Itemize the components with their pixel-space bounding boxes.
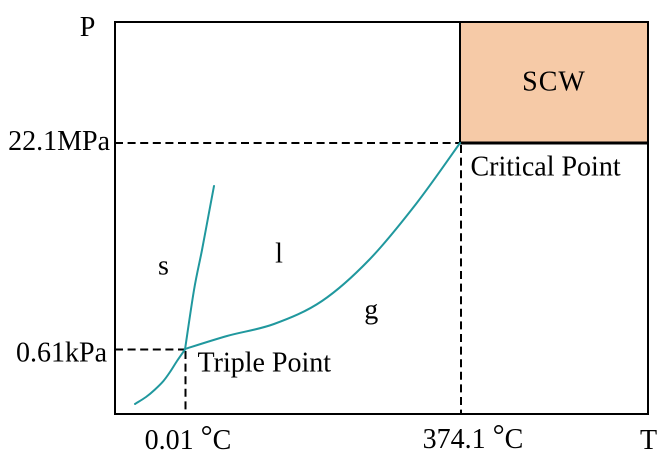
svg-text:g: g: [364, 295, 378, 326]
svg-text:SCW: SCW: [522, 67, 586, 98]
svg-text:Triple Point: Triple Point: [198, 348, 332, 379]
svg-text:l: l: [275, 239, 283, 270]
svg-text:T: T: [640, 425, 657, 456]
svg-text:0.01 °C: 0.01 °C: [145, 420, 232, 456]
svg-text:s: s: [158, 251, 169, 282]
svg-text:Critical Point: Critical Point: [471, 152, 621, 183]
svg-text:P: P: [80, 12, 96, 43]
svg-text:22.1MPa: 22.1MPa: [8, 126, 110, 157]
svg-text:0.61kPa: 0.61kPa: [16, 338, 108, 369]
svg-text:374.1 °C: 374.1 °C: [423, 419, 524, 455]
